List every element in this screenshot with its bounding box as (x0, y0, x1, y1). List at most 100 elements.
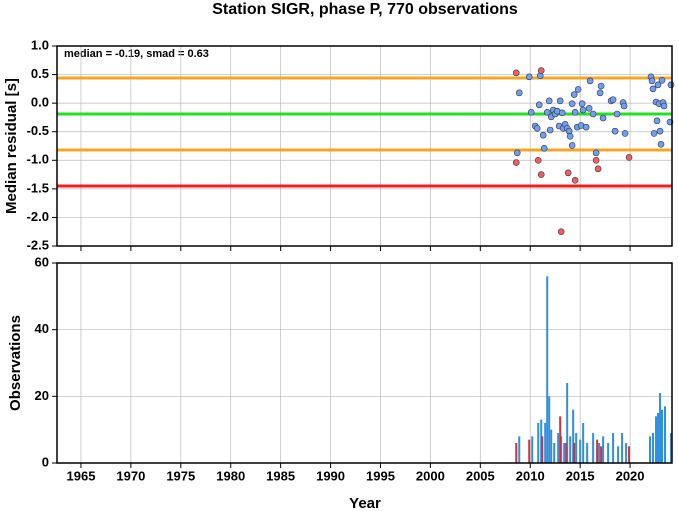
x-tick-label: 1965 (67, 468, 96, 483)
plot-frame (56, 262, 673, 464)
y-tick-label: 1.0 (31, 37, 49, 52)
y-tick-label: -2.0 (27, 209, 49, 224)
y-tick-label: -0.5 (27, 123, 49, 138)
point (533, 124, 541, 132)
point (667, 81, 675, 89)
bar (515, 443, 518, 463)
point (620, 102, 628, 110)
point (650, 130, 658, 137)
point (596, 89, 604, 97)
x-tick-label: 2005 (466, 468, 495, 483)
bar (617, 446, 620, 463)
x-tick-label: 2000 (416, 468, 445, 483)
point (578, 100, 586, 108)
point (658, 76, 666, 84)
bar (541, 436, 544, 463)
point (653, 117, 661, 125)
bar (670, 433, 673, 463)
point (597, 82, 605, 90)
point (574, 86, 582, 93)
y-axis-label: Median residual [s] (3, 78, 20, 214)
bar (559, 416, 562, 463)
bar (565, 443, 568, 463)
bar (649, 436, 652, 463)
point (513, 149, 521, 157)
bar (652, 433, 655, 463)
bar (531, 436, 534, 463)
point (570, 91, 578, 98)
bar (628, 446, 631, 463)
bar (607, 443, 610, 463)
point (534, 156, 542, 164)
bar (566, 383, 569, 463)
bar (612, 433, 615, 463)
bar (569, 436, 572, 463)
bar (563, 443, 566, 463)
bar (546, 276, 549, 463)
point (535, 101, 543, 109)
point (579, 106, 587, 114)
point (657, 140, 665, 148)
point (613, 110, 621, 118)
point (660, 102, 668, 110)
x-tick-label: 1975 (166, 468, 195, 483)
bar (598, 443, 601, 463)
y-tick-label: 0 (42, 454, 49, 469)
y-tick-label: 0.0 (31, 95, 49, 110)
bar (592, 433, 595, 463)
bar (582, 423, 585, 463)
y-tick-label: -1.5 (27, 180, 49, 195)
bar (625, 443, 628, 463)
x-tick-label: 2015 (566, 468, 595, 483)
point (611, 127, 619, 135)
x-tick-label: 1990 (316, 468, 345, 483)
point (594, 165, 602, 173)
point (558, 109, 566, 117)
bar (553, 443, 556, 463)
point (592, 156, 600, 164)
point (545, 97, 553, 105)
y-tick-label: 60 (35, 254, 49, 269)
bar (575, 433, 578, 463)
point (525, 73, 533, 81)
point (625, 154, 633, 161)
point (546, 126, 554, 134)
bar (657, 413, 660, 463)
point (512, 69, 520, 77)
point (609, 96, 617, 104)
point (648, 77, 656, 85)
chart-title: Station SIGR, phase P, 770 observations (212, 1, 518, 18)
bar (557, 433, 560, 463)
point (592, 149, 600, 157)
point (589, 110, 597, 118)
point (649, 85, 657, 93)
point (537, 171, 545, 178)
point (527, 108, 535, 116)
x-axis-label: Year (349, 495, 381, 511)
bar (572, 409, 575, 463)
bar (600, 446, 603, 463)
bar (550, 429, 553, 463)
x-tick-label: 2010 (516, 468, 545, 483)
bar (655, 416, 658, 463)
y-axis-label: Observations (7, 315, 24, 411)
annotation: median = -0.19, smad = 0.63 (64, 48, 209, 60)
bar (544, 423, 547, 463)
bar (518, 436, 521, 463)
bar (659, 393, 662, 463)
bar (596, 439, 599, 463)
point (543, 108, 551, 116)
x-tick-label: 1985 (266, 468, 295, 483)
point (586, 77, 594, 85)
bar (537, 423, 540, 463)
bar (661, 409, 664, 463)
bar (579, 439, 582, 463)
bar (602, 436, 605, 463)
point (539, 131, 547, 139)
y-tick-label: 0.5 (31, 66, 49, 81)
point (512, 159, 520, 166)
point (654, 81, 662, 89)
point (568, 100, 576, 108)
point (537, 67, 545, 74)
